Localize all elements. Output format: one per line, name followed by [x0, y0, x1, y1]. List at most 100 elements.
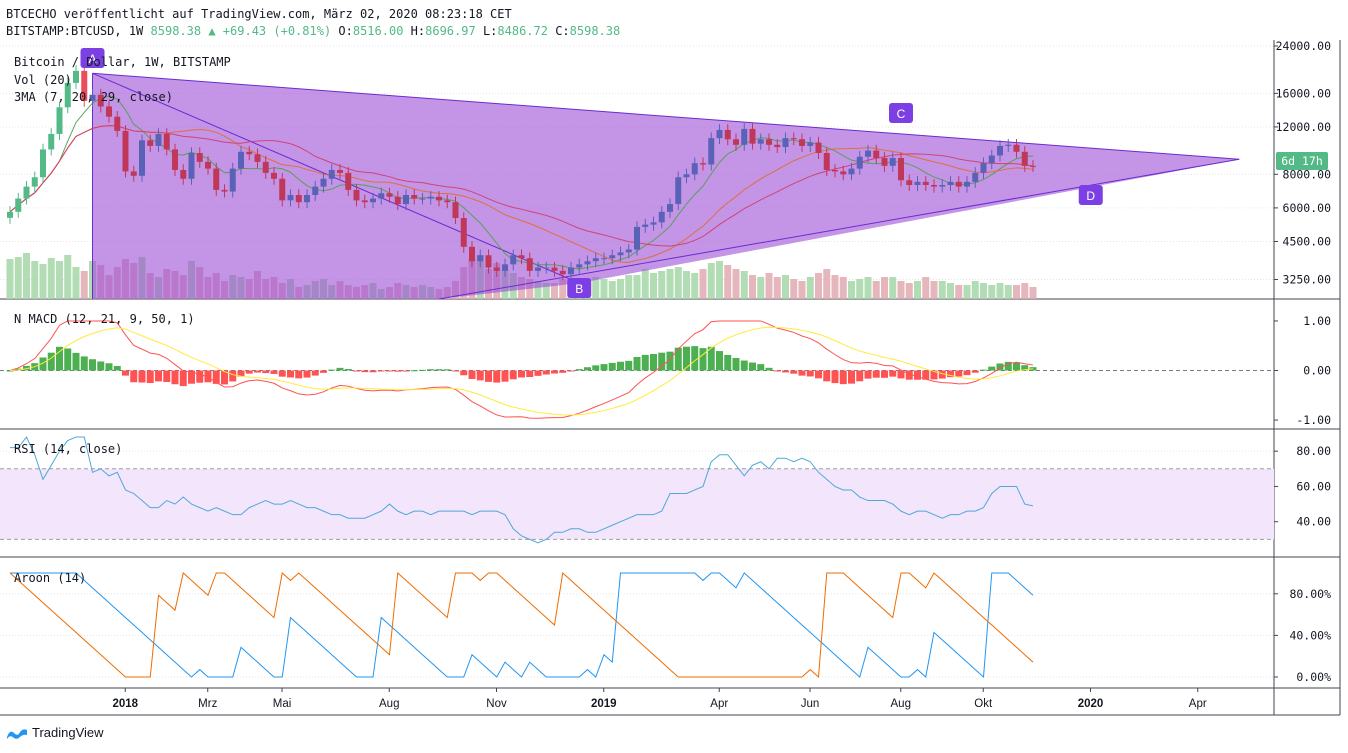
macd-hist-bar	[765, 367, 773, 371]
aroon-tick-label: 0.00%	[1296, 670, 1331, 684]
volume-bar	[56, 261, 63, 299]
macd-hist-bar	[584, 367, 591, 371]
volume-bar	[955, 285, 963, 299]
pattern-point-b-badge	[567, 278, 592, 298]
candle-body	[766, 139, 772, 145]
candle-body	[700, 163, 706, 165]
candle-body	[196, 153, 203, 162]
candle-body	[733, 139, 739, 145]
candle-body	[205, 161, 211, 169]
triangle-pattern[interactable]	[92, 72, 1240, 300]
macd-hist-bar	[996, 363, 1004, 371]
macd-hist-bar	[262, 370, 270, 374]
time-tick-label: Nov	[486, 698, 507, 710]
candle-body	[81, 70, 88, 101]
ohlc-line: BITSTAMP:BTCUSD, 1W 8598.38 ▲ +69.43 (+0…	[6, 23, 620, 40]
candle-body	[543, 267, 550, 269]
macd-hist-bar	[757, 364, 765, 371]
price-axis[interactable]: 24000.00 16000.00 12000.00 8000.00 6000.00 45…	[1274, 39, 1331, 286]
candle-body	[130, 171, 137, 176]
candle-body	[386, 193, 393, 197]
volume-bar	[526, 279, 534, 299]
volume-bar	[551, 283, 558, 299]
volume-bar	[757, 277, 765, 299]
time-tick-label: Aug	[891, 698, 911, 710]
price-tick-label: 6000.00	[1283, 201, 1332, 215]
candle-body	[997, 145, 1003, 156]
candle-body	[477, 255, 484, 262]
volume-bar	[856, 279, 864, 299]
candle-body	[304, 195, 310, 203]
candle-body	[320, 178, 327, 187]
macd-tick-label: 1.00	[1303, 314, 1331, 328]
candle-body	[411, 195, 418, 199]
candle-body	[518, 255, 525, 259]
symbol[interactable]: BITSTAMP:BTCUSD, 1W	[6, 24, 144, 38]
macd-hist-bar	[163, 370, 171, 383]
volume-bar	[864, 277, 872, 299]
candle-body	[97, 94, 104, 107]
candle-body	[658, 211, 665, 223]
aroon-pane: 80.00% 40.00% 0.00%	[0, 571, 1331, 684]
time-axis[interactable]: 2018 Mrz Mai Aug Nov 2019 Apr Jun Aug Okt 2020 Apr	[112, 688, 1207, 710]
volume-bar	[1004, 285, 1012, 299]
macd-hist-bar	[897, 370, 905, 379]
candle-body	[840, 171, 847, 175]
candle-body	[40, 149, 46, 178]
volume-bar	[806, 277, 814, 299]
candle-body	[180, 169, 187, 179]
time-tick-label: Mrz	[198, 698, 217, 710]
candle-body	[460, 218, 467, 247]
macd-hist-bar	[683, 346, 690, 371]
macd-hist-bar	[980, 369, 987, 371]
macd-hist-bar	[749, 362, 756, 371]
macd-hist-bar	[122, 370, 129, 376]
volume-bar	[674, 267, 682, 299]
candle-body	[757, 139, 764, 144]
macd-hist-bar	[699, 348, 707, 371]
macd-hist-bar	[790, 370, 798, 374]
macd-hist-bar	[47, 352, 55, 371]
candle-body	[947, 181, 954, 185]
volume-bar	[683, 271, 690, 299]
candle-body	[106, 106, 112, 117]
volume-bar	[930, 281, 938, 299]
macd-hist-bar	[402, 370, 410, 372]
candle-body	[576, 264, 583, 268]
candle-body	[675, 177, 682, 205]
volume-bar	[740, 271, 748, 299]
volume-bar	[996, 283, 1004, 299]
legend-ma: 3MA (7, 20, 29, close)	[14, 90, 173, 104]
tradingview-logo[interactable]: TradingView	[6, 725, 104, 740]
macd-hist-bar	[394, 370, 402, 372]
volume-bar	[831, 275, 839, 299]
macd-hist-bar	[526, 370, 534, 378]
candle-body	[403, 195, 409, 205]
macd-hist-bar	[575, 369, 583, 371]
macd-hist-bar	[501, 370, 509, 382]
candle-body	[213, 168, 220, 190]
brand-label: TradingView	[32, 725, 104, 740]
macd-hist-bar	[617, 361, 624, 371]
rsi-pane: 80.00 60.00 40.00	[0, 436, 1331, 544]
volume-bar	[963, 285, 971, 299]
rsi-tick-label: 80.00	[1296, 444, 1331, 458]
volume-bar	[707, 263, 715, 299]
candle-body	[353, 189, 360, 201]
volume-bar	[971, 281, 979, 299]
pattern-points[interactable]: A B C D	[80, 48, 1103, 298]
volume-bar	[724, 265, 732, 299]
candle-body	[790, 138, 797, 140]
macd-hist-bar	[113, 366, 121, 371]
rsi-tick-label: 40.00	[1296, 515, 1331, 529]
volume-bar	[922, 277, 930, 299]
price-tick-label: 3250.00	[1283, 272, 1332, 286]
macd-hist-bar	[493, 370, 501, 383]
volume-bar	[749, 275, 756, 299]
volume-bar	[790, 279, 798, 299]
candle-body	[246, 151, 253, 155]
volume-bar	[782, 275, 789, 299]
time-tick-label: Jun	[801, 698, 820, 710]
candle-body	[898, 157, 904, 181]
